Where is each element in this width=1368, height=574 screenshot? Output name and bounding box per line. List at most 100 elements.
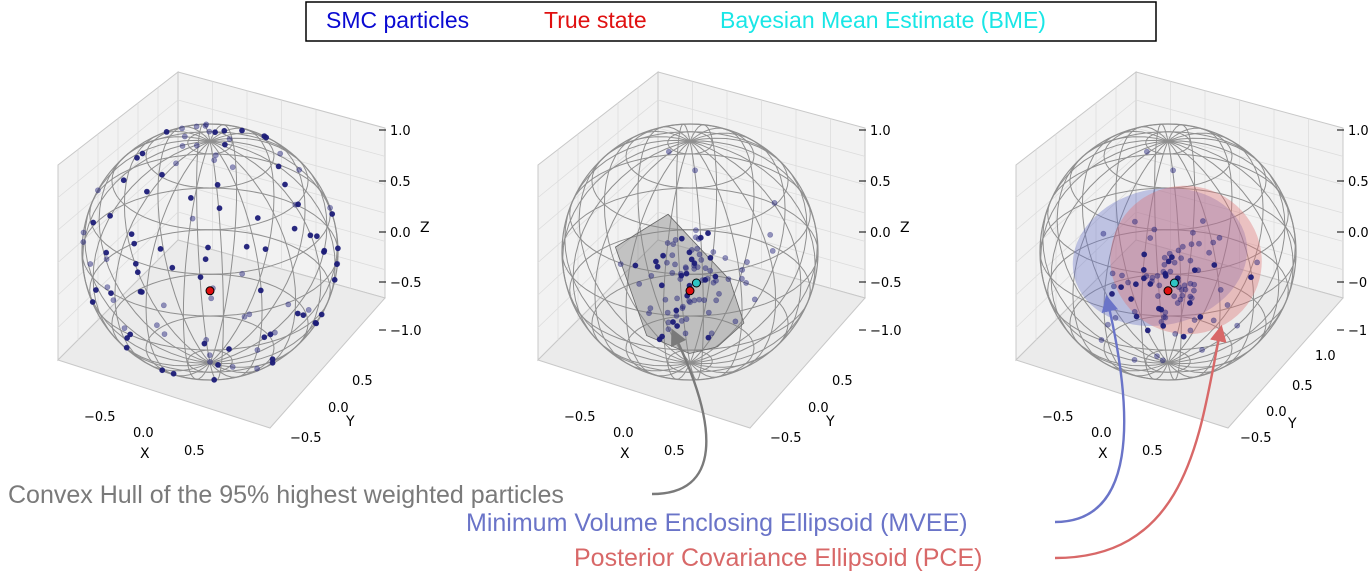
particle-point: [1140, 266, 1147, 273]
y-tick-label: 0.5: [1292, 379, 1313, 394]
x-axis-label: X: [140, 446, 150, 462]
particle-point: [241, 313, 248, 320]
y-tick-label: 0.5: [832, 374, 853, 389]
particle-point: [1178, 286, 1185, 293]
z-tick-label: −0.5: [1348, 276, 1368, 291]
particle-point: [277, 150, 284, 157]
sphere-wireframe: [81, 123, 339, 381]
particle-point: [202, 256, 209, 263]
x-axis-label: X: [1098, 446, 1108, 462]
particle-point: [212, 152, 219, 159]
pce-ellipsoid: [1110, 185, 1262, 335]
z-tick-label: 0.5: [870, 175, 891, 190]
particle-point: [131, 240, 138, 247]
axis-ticks: 1.00.50.0−0.5−1.0Z−0.50.00.5X−0.50.00.5Y: [564, 124, 910, 462]
particle-point: [1147, 281, 1154, 287]
particle-point: [307, 232, 314, 239]
particle-point: [707, 267, 714, 274]
particle-point: [670, 319, 676, 325]
particle-point: [743, 279, 749, 286]
y-tick-label: 0.0: [328, 401, 349, 416]
particle-point: [672, 236, 679, 243]
particle-point: [208, 295, 215, 302]
particle-point: [127, 331, 134, 338]
particle-point: [327, 204, 333, 211]
x-tick-label: 0.5: [184, 444, 205, 459]
meridian-line: [689, 140, 777, 374]
y-axis-label: Y: [345, 414, 355, 430]
sphere-outline: [81, 123, 339, 381]
axis-ticks: 1.00.50.0−0.5−1.0Z−0.50.00.5X−0.50.00.51…: [1042, 124, 1368, 462]
grid-line: [657, 211, 866, 271]
particle-point: [656, 336, 663, 343]
particle-point: [203, 121, 210, 128]
meridian-line: [1167, 140, 1294, 365]
x-tick-label: −0.5: [1042, 410, 1074, 425]
legend-item-true-state: True state: [544, 7, 647, 33]
hull-arrow: [651, 328, 708, 496]
meridian-line: [689, 140, 816, 365]
sphere-wireframe: [1039, 123, 1297, 381]
particle-point: [1200, 218, 1206, 224]
meridian-line: [209, 132, 306, 364]
particle-point: [312, 319, 319, 326]
x-tick-label: −0.5: [564, 410, 596, 425]
convex-hull: [614, 213, 745, 354]
particle-point: [696, 251, 703, 258]
particle-point: [206, 352, 213, 359]
y-axis-label: Y: [825, 414, 835, 430]
z-tick-label: 1.0: [390, 124, 411, 139]
particle-point: [120, 177, 127, 184]
particle-point: [132, 260, 139, 267]
particle-point: [291, 225, 298, 232]
particle-point: [1216, 234, 1223, 241]
y-tick-label: −0.5: [290, 431, 322, 446]
particle-point: [143, 188, 150, 195]
particle-point: [1154, 272, 1161, 279]
particle-point: [1141, 251, 1148, 258]
particle-point: [617, 261, 624, 267]
particle-point: [159, 367, 166, 374]
y-tick-label: 0.0: [808, 401, 829, 416]
particle-point: [708, 330, 715, 337]
y-tick-label: 1.0: [1315, 349, 1336, 364]
particle-point: [1171, 259, 1178, 266]
particle-point: [692, 167, 698, 174]
grid-line: [1135, 211, 1344, 271]
particle-point: [187, 194, 194, 201]
particles: [80, 121, 341, 383]
particle-point: [1187, 280, 1194, 287]
x-tick-label: 0.5: [664, 444, 685, 459]
z-tick-label: −1.0: [1348, 324, 1368, 339]
particle-point: [275, 163, 282, 170]
pce-annotation: Posterior Covariance Ellipsoid (PCE): [574, 544, 982, 572]
particle-point: [692, 234, 699, 241]
legend-item-smc-particles: SMC particles: [326, 7, 469, 33]
particle-point: [226, 346, 232, 352]
particle-point: [107, 212, 113, 219]
particle-point: [654, 263, 661, 270]
particle-point: [664, 309, 671, 316]
particle-point: [1248, 274, 1254, 281]
particle-point: [295, 201, 301, 208]
particle-point: [1159, 357, 1166, 364]
particle-point: [691, 260, 698, 267]
particle-point: [707, 254, 714, 261]
particle-point: [202, 123, 209, 129]
particle-point: [697, 234, 704, 241]
particle-point: [678, 235, 685, 242]
axis-ticks: 1.00.50.0−0.5−1.0Z−0.50.00.5X−0.50.00.5Y: [84, 124, 430, 462]
particle-point: [1151, 226, 1158, 233]
meridian-line: [564, 139, 691, 364]
particle-point: [139, 150, 146, 157]
particle-point: [80, 239, 87, 245]
particle-point: [282, 181, 288, 188]
meridian-line: [689, 132, 786, 364]
x-tick-label: 0.0: [613, 426, 634, 441]
particle-point: [691, 297, 698, 304]
particle-point: [1131, 356, 1138, 363]
particle-point: [1187, 327, 1194, 334]
particle-point: [669, 269, 676, 276]
x-tick-label: 0.5: [1142, 444, 1163, 459]
particle-point: [269, 356, 276, 363]
